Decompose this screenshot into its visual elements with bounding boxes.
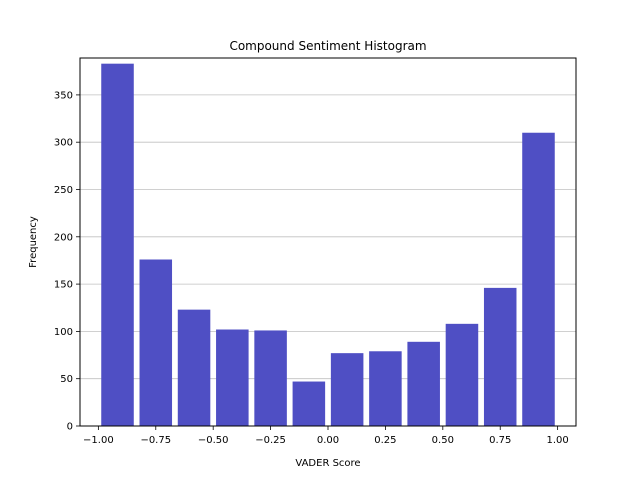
y-tick-label: 0 xyxy=(67,422,73,433)
x-tick-label: −0.25 xyxy=(255,435,286,446)
histogram-bar xyxy=(369,351,402,426)
histogram-bar xyxy=(254,330,287,426)
x-tick-label: 0.25 xyxy=(374,435,396,446)
x-axis-ticks: −1.00 −0.75 −0.50 −0.25 0.00 0.25 0.50 0.75 1.00 xyxy=(83,426,569,446)
histogram-bar xyxy=(483,287,517,426)
histogram-bar xyxy=(330,353,364,426)
histogram-bar xyxy=(292,381,326,426)
histogram-bar xyxy=(139,259,173,426)
chart-title: Compound Sentiment Histogram xyxy=(229,39,426,53)
bars xyxy=(101,63,555,427)
y-axis-label: Frequency xyxy=(28,216,39,268)
y-tick-label: 150 xyxy=(54,280,73,291)
histogram-bar xyxy=(522,132,555,426)
x-axis-label: VADER Score xyxy=(295,458,360,469)
y-tick-label: 250 xyxy=(54,185,73,196)
y-tick-label: 50 xyxy=(60,374,73,385)
histogram-bar xyxy=(216,329,249,426)
x-tick-label: 0.00 xyxy=(317,435,339,446)
x-tick-label: −0.75 xyxy=(140,435,171,446)
y-tick-label: 200 xyxy=(54,232,73,243)
histogram-bar xyxy=(407,341,440,426)
x-tick-label: 0.75 xyxy=(489,435,511,446)
histogram-bar xyxy=(101,63,134,427)
histogram-bar xyxy=(177,309,211,426)
x-tick-label: 1.00 xyxy=(546,435,568,446)
x-tick-label: −0.50 xyxy=(198,435,229,446)
histogram-bar xyxy=(445,323,479,426)
y-tick-label: 350 xyxy=(54,90,73,101)
x-tick-label: 0.50 xyxy=(432,435,454,446)
y-tick-label: 100 xyxy=(54,327,73,338)
x-tick-label: −1.00 xyxy=(83,435,114,446)
y-tick-label: 300 xyxy=(54,138,73,149)
y-axis-ticks: 0 50 100 150 200 250 300 350 xyxy=(54,90,80,433)
